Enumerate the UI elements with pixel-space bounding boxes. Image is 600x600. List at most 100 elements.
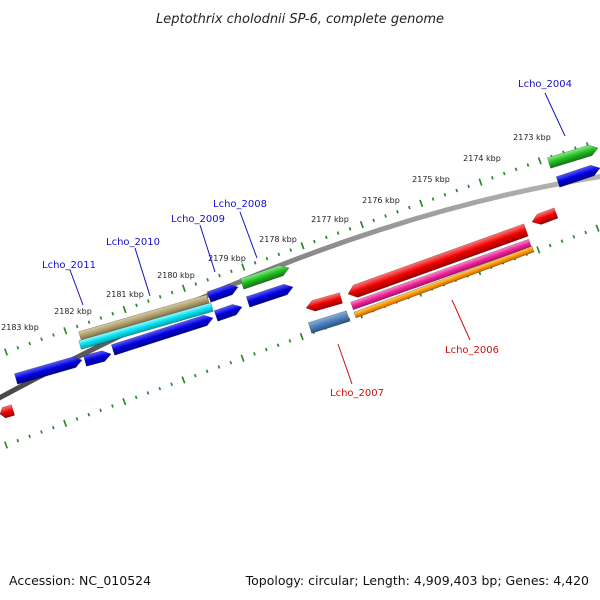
scale-tick bbox=[572, 235, 576, 239]
scale-tick bbox=[526, 163, 530, 167]
scale-tick bbox=[181, 376, 186, 384]
gene-bar-shape bbox=[353, 245, 535, 319]
gene-bar bbox=[350, 238, 532, 311]
cds-arrow bbox=[555, 164, 600, 188]
scale-tick bbox=[253, 352, 256, 356]
gene-bar-shape bbox=[307, 310, 351, 334]
gene-label: Lcho_2011 bbox=[42, 260, 96, 271]
scale-tick bbox=[585, 142, 589, 146]
scale-tick bbox=[478, 178, 483, 186]
gene-bar-shape bbox=[347, 223, 529, 298]
tick-label: 2175 kbp bbox=[412, 175, 450, 184]
scale-tick bbox=[87, 320, 91, 325]
gene-bar-shape bbox=[547, 144, 599, 169]
gene-label: Lcho_2006 bbox=[445, 345, 499, 356]
tick-label: 2177 kbp bbox=[311, 215, 349, 224]
scale-tick bbox=[111, 311, 115, 316]
cds-arrow-shape bbox=[110, 314, 214, 356]
gene-bar bbox=[239, 265, 290, 290]
scale-tick bbox=[99, 316, 103, 320]
scale-tick bbox=[313, 239, 316, 244]
gene-labels: Lcho_2004 Lcho_2008 Lcho_2009 Lcho_2010 Lcho… bbox=[42, 79, 572, 399]
scale-tick bbox=[537, 157, 542, 165]
gene-arrow bbox=[531, 207, 559, 225]
scale-tick bbox=[300, 242, 305, 250]
scale-tick bbox=[135, 303, 138, 308]
gene-arrow-shape bbox=[531, 207, 559, 225]
scale-tick bbox=[277, 252, 281, 257]
scale-tick bbox=[51, 425, 55, 430]
scale-tick bbox=[407, 205, 411, 210]
scale-tick bbox=[3, 441, 9, 449]
gene-label: Lcho_2007 bbox=[330, 388, 384, 399]
scale-tick bbox=[299, 332, 304, 341]
gene-arrow bbox=[0, 404, 15, 419]
scale-tick bbox=[396, 210, 399, 214]
scale-tick bbox=[288, 339, 292, 343]
scale-tick bbox=[170, 382, 173, 387]
leader-line bbox=[199, 224, 216, 273]
scale-tick bbox=[75, 417, 79, 421]
gene-leader-lines bbox=[69, 92, 566, 385]
gene-bar-shape bbox=[350, 238, 532, 311]
leader-line bbox=[451, 299, 471, 341]
cds-arrow-shape bbox=[14, 356, 83, 385]
scale-tick bbox=[384, 214, 387, 218]
gene-label: Lcho_2009 bbox=[171, 214, 225, 225]
cds-arrow bbox=[14, 356, 83, 385]
tick-label: 2176 kbp bbox=[362, 196, 400, 205]
scale-tick bbox=[336, 231, 340, 235]
gene-bar bbox=[547, 144, 599, 169]
scale-tick bbox=[122, 397, 127, 406]
scale-tick bbox=[560, 239, 564, 243]
scale-tick bbox=[63, 419, 68, 427]
tick-label: 2173 kbp bbox=[513, 133, 551, 142]
topology-text: Topology: circular; Length: 4,909,403 bp… bbox=[245, 573, 589, 588]
leader-line bbox=[337, 343, 353, 385]
scale-tick bbox=[40, 337, 43, 342]
scale-tick bbox=[443, 193, 447, 197]
scale-tick bbox=[240, 354, 245, 362]
scale-tick bbox=[28, 434, 32, 439]
scale-tick bbox=[194, 282, 198, 286]
scale-tick bbox=[146, 391, 150, 395]
scale-tick bbox=[16, 345, 20, 350]
gene-label: Lcho_2004 bbox=[518, 79, 572, 90]
cds-arrow-shape bbox=[213, 304, 243, 322]
scale-tick bbox=[170, 290, 174, 295]
scale-tick bbox=[324, 235, 328, 240]
gene-bar-shape bbox=[78, 302, 214, 350]
gene-bar-shape bbox=[239, 265, 290, 290]
scale-tick bbox=[584, 230, 588, 235]
map-title: Leptothrix cholodnii SP-6, complete geno… bbox=[156, 12, 444, 27]
leader-line bbox=[69, 269, 84, 306]
accession-text: Accession: NC_010524 bbox=[9, 573, 152, 588]
scale-tick bbox=[548, 243, 552, 248]
scale-tick bbox=[158, 386, 162, 391]
scale-tick bbox=[229, 360, 233, 365]
outer-scale-dots bbox=[3, 142, 589, 356]
tick-label: 2180 kbp bbox=[157, 271, 195, 280]
scale-tick bbox=[265, 256, 269, 261]
cds-arrow-shape bbox=[555, 164, 600, 188]
gene-arrow bbox=[305, 292, 343, 312]
scale-tick bbox=[217, 365, 221, 369]
scale-tick bbox=[431, 197, 435, 201]
scale-tick bbox=[455, 188, 459, 193]
scale-tick bbox=[536, 246, 541, 254]
cds-arrow-shape bbox=[245, 283, 294, 308]
scale-tick bbox=[28, 341, 32, 346]
cds-arrow bbox=[213, 304, 243, 322]
leader-line bbox=[544, 92, 566, 137]
gene-features bbox=[0, 144, 600, 419]
scale-tick bbox=[122, 305, 127, 314]
scale-tick bbox=[218, 273, 221, 278]
gene-label: Lcho_2008 bbox=[213, 199, 267, 210]
scale-tick bbox=[514, 167, 518, 172]
scale-tick bbox=[372, 218, 376, 223]
tick-label: 2178 kbp bbox=[259, 235, 297, 244]
scale-tick bbox=[75, 324, 79, 329]
cds-arrow bbox=[206, 284, 239, 303]
scale-tick bbox=[289, 248, 293, 252]
